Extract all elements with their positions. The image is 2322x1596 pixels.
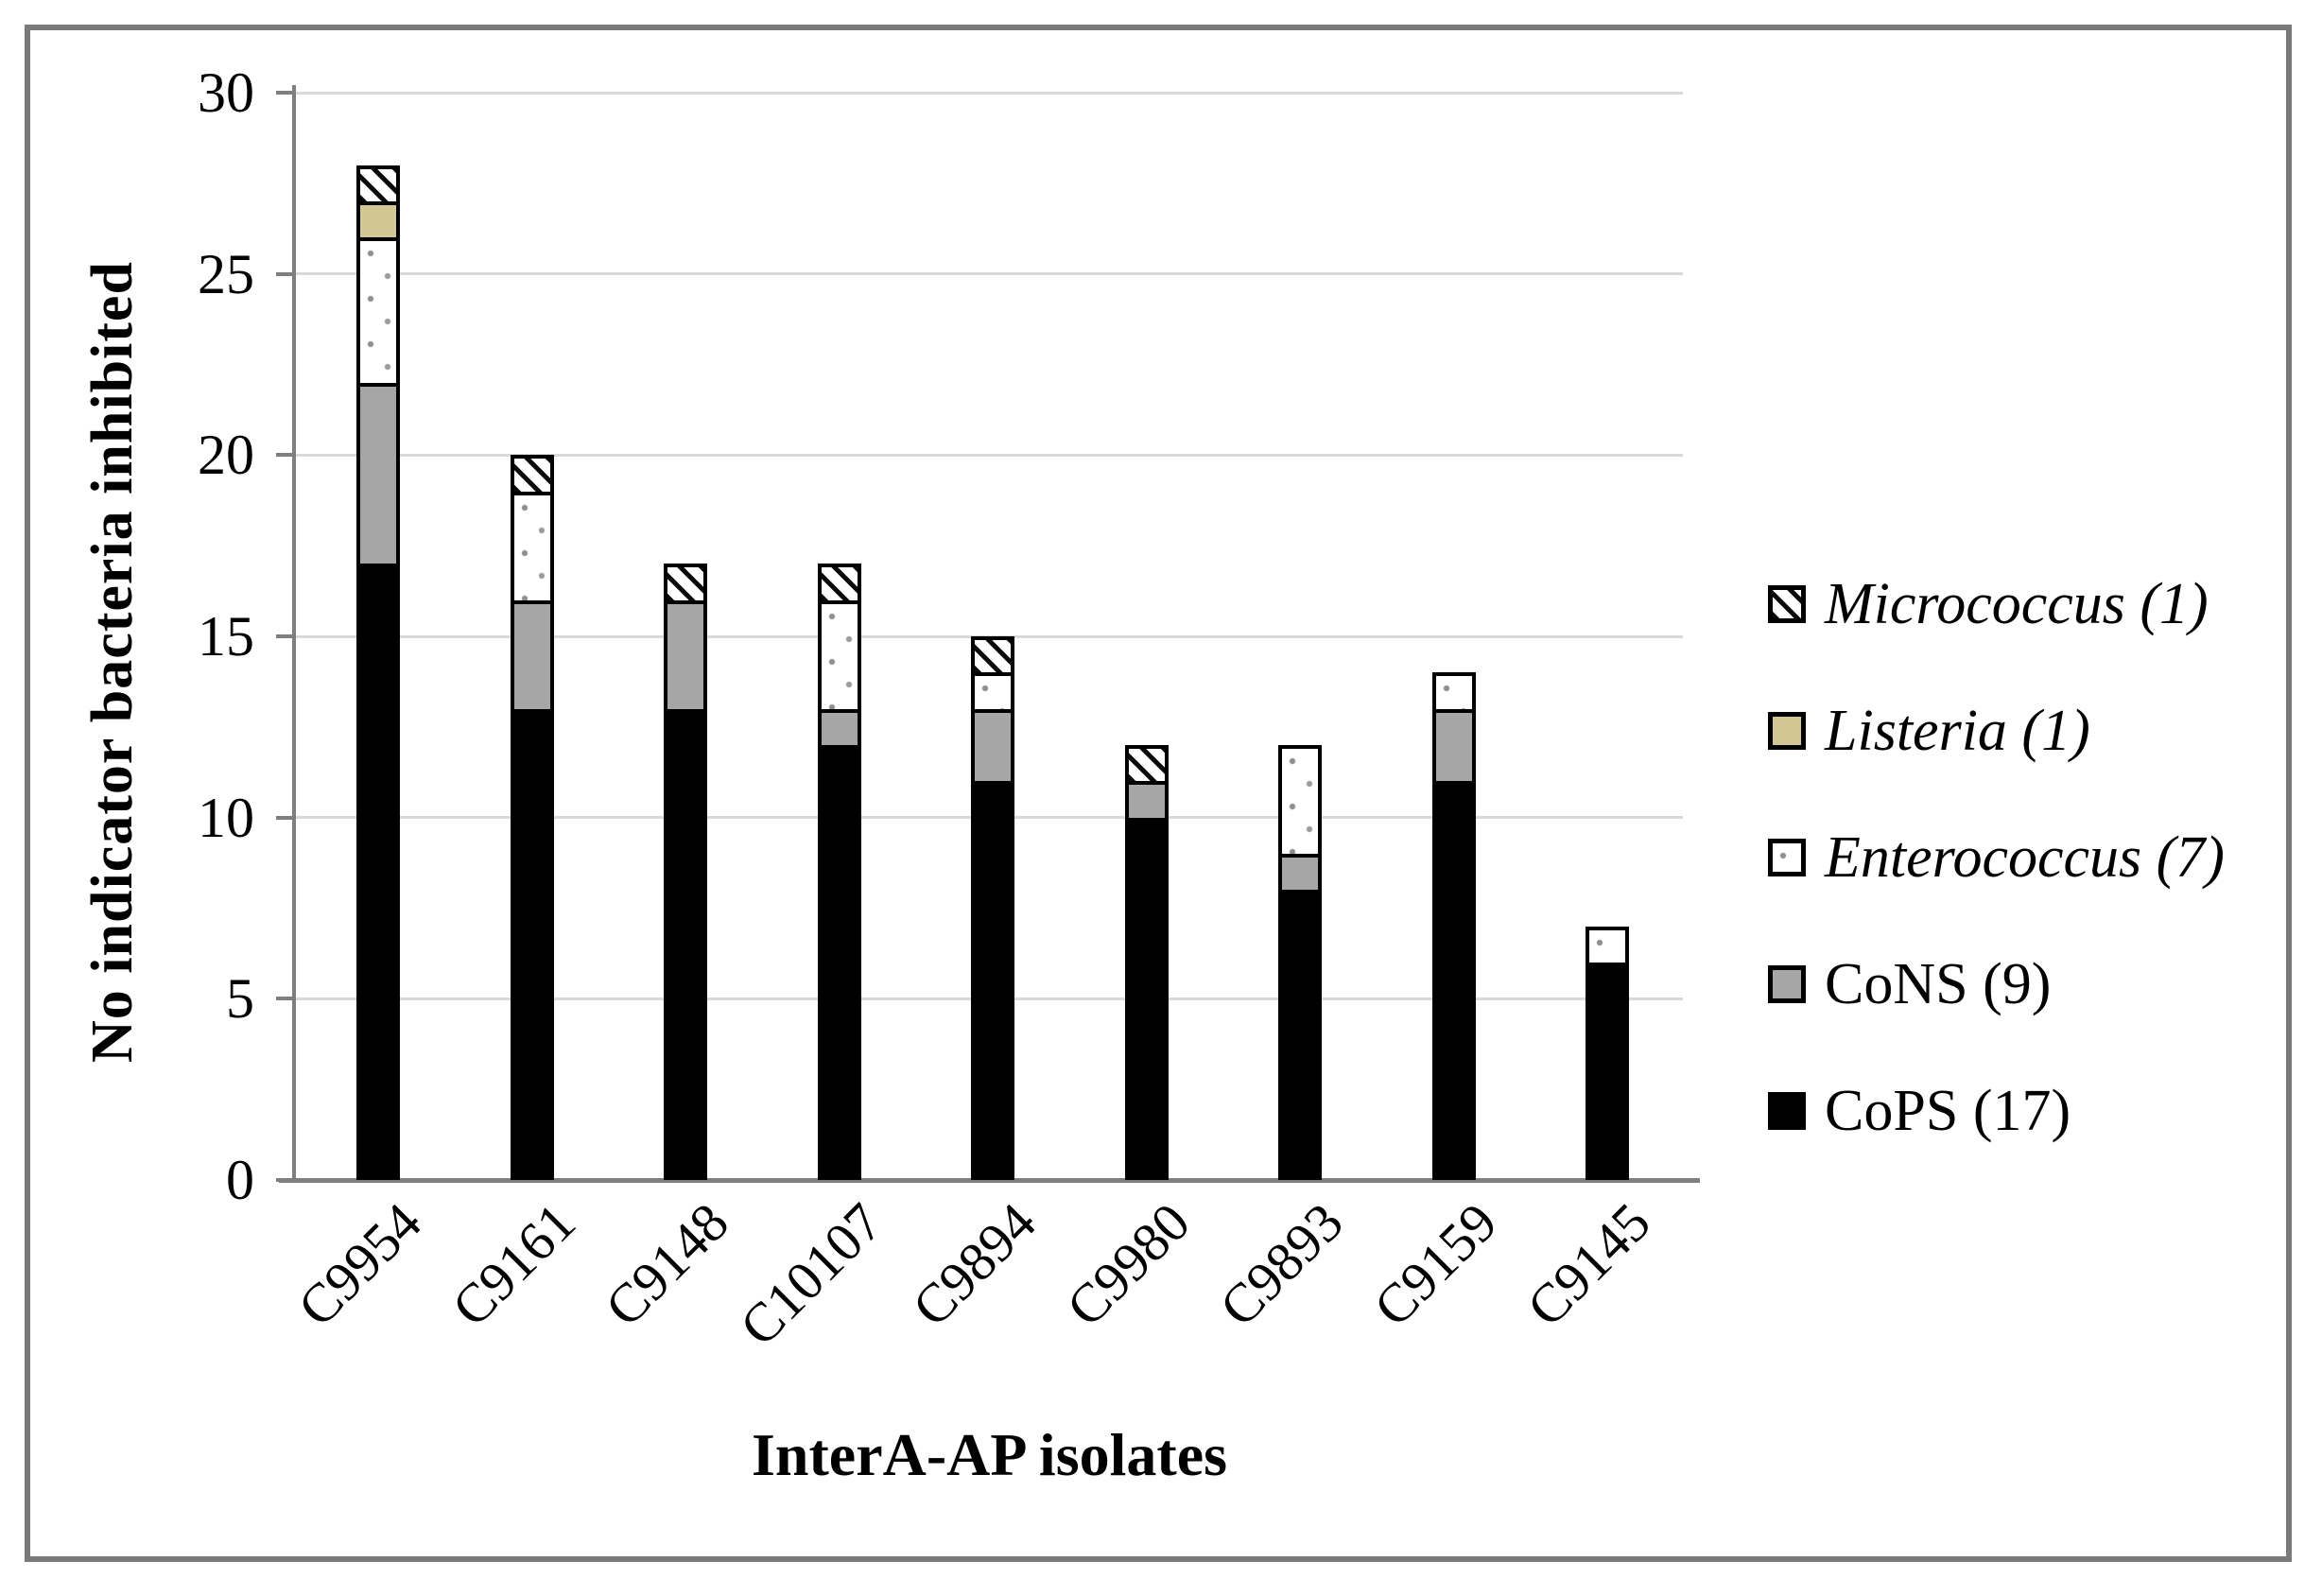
legend-item-listeria: Listeria (1) (1768, 698, 2225, 764)
bar-segment-cops (664, 708, 707, 1180)
bar-segment-listeria (356, 201, 400, 242)
bar-segment-cops (356, 564, 400, 1180)
y-axis-tick-25 (276, 271, 292, 276)
bar-segment-enterococcus (817, 599, 861, 713)
bar-C9148 (664, 564, 707, 1180)
bar-segment-micrococcus (356, 165, 400, 206)
bar-segment-enterococcus (356, 237, 400, 387)
plot-area: 0 5 10 15 20 25 30 (198, 64, 1700, 1208)
y-tick-label-30: 30 (198, 61, 254, 124)
bar-segment-cops (1586, 963, 1629, 1180)
legend-swatch-micrococcus (1768, 585, 1806, 623)
legend-item-cons: CoNS (9) (1768, 951, 2225, 1017)
y-tick-label-0: 0 (226, 1149, 254, 1211)
bar-segment-cons (1431, 708, 1476, 786)
legend-item-cops: CoPS (17) (1768, 1078, 2225, 1144)
gridline-15 (296, 634, 1683, 638)
legend: Micrococcus (1) Listeria (1) Enterococcus … (1768, 571, 2225, 1144)
bar-C9954 (356, 165, 400, 1180)
legend-label-cons: CoNS (9) (1825, 952, 2052, 1016)
bar-C9893 (1278, 745, 1322, 1180)
bar-segment-enterococcus (1586, 926, 1629, 966)
legend-swatch-listeria (1768, 712, 1806, 750)
bar-segment-enterococcus (1431, 672, 1476, 713)
gridline-25 (296, 272, 1683, 276)
y-axis-tick-15 (276, 634, 292, 638)
bar-segment-micrococcus (510, 455, 554, 495)
bar-segment-cons (510, 599, 554, 713)
bar-segment-micrococcus (817, 564, 861, 604)
legend-swatch-enterococcus (1768, 839, 1806, 876)
bar-segment-cons (356, 382, 400, 568)
y-axis-tick-10 (276, 815, 292, 820)
x-axis-title: InterA-AP isolates (751, 1421, 1228, 1488)
legend-label-enterococcus: Enterococcus (7) (1825, 825, 2225, 890)
bar-segment-cops (1124, 817, 1169, 1180)
bar-segment-cons (817, 708, 861, 749)
bar-segment-micrococcus (971, 636, 1014, 677)
y-axis-line (292, 85, 296, 1183)
bar-C9161 (510, 455, 554, 1180)
bar-segment-enterococcus (1278, 745, 1322, 859)
bar-segment-cops (971, 781, 1014, 1180)
legend-swatch-cops (1768, 1092, 1806, 1130)
bar-segment-cons (971, 708, 1014, 786)
legend-label-listeria: Listeria (1) (1825, 699, 2090, 763)
y-tick-label-5: 5 (226, 967, 254, 1031)
x-axis-line (279, 1178, 1700, 1183)
gridline-20 (296, 453, 1683, 457)
bar-segment-cops (510, 708, 554, 1180)
bar-segment-cons (1124, 781, 1169, 822)
bar-C9145 (1586, 926, 1629, 1180)
y-tick-label-15: 15 (198, 605, 254, 668)
legend-swatch-cons (1768, 965, 1806, 1003)
bar-C9980 (1124, 745, 1169, 1180)
y-axis-tick-20 (276, 453, 292, 458)
bar-segment-cons (1278, 854, 1322, 894)
legend-label-micrococcus: Micrococcus (1) (1825, 572, 2209, 636)
bar-C9159 (1431, 672, 1476, 1180)
bar-C9894 (971, 636, 1014, 1180)
bar-segment-enterococcus (971, 672, 1014, 713)
y-tick-label-25: 25 (198, 242, 254, 305)
bar-segment-cons (664, 599, 707, 713)
bar-C10107 (817, 564, 861, 1180)
bar-segment-enterococcus (510, 491, 554, 604)
y-axis-tick-5 (276, 997, 292, 1001)
bar-segment-cops (1431, 781, 1476, 1180)
bar-segment-micrococcus (664, 564, 707, 604)
bar-segment-cops (817, 745, 861, 1180)
gridline-30 (296, 91, 1683, 95)
bar-segment-micrococcus (1124, 745, 1169, 786)
y-tick-label-20: 20 (198, 424, 254, 487)
legend-label-cops: CoPS (17) (1825, 1079, 2071, 1143)
y-tick-label-10: 10 (198, 786, 254, 849)
y-axis-tick-30 (276, 91, 292, 95)
legend-item-enterococcus: Enterococcus (7) (1768, 824, 2225, 891)
bar-segment-cops (1278, 890, 1322, 1180)
legend-item-micrococcus: Micrococcus (1) (1768, 571, 2225, 637)
figure-border (25, 25, 2292, 1562)
